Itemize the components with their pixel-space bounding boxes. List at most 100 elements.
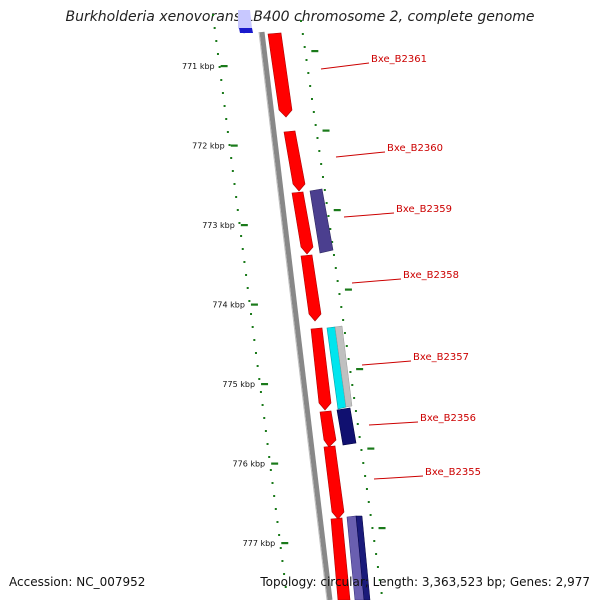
ring-dot (238, 222, 241, 224)
outer-tick-mark (356, 368, 364, 371)
gene-leader-line (335, 151, 386, 158)
outer-tick-mark (311, 50, 319, 53)
ring-dot (248, 300, 251, 302)
ring-dot (274, 508, 277, 510)
ring-dot (353, 397, 356, 399)
ring-dot (246, 287, 249, 289)
ring-dot (307, 72, 310, 74)
scale-tick-mark (261, 383, 269, 386)
gene-label[interactable]: Bxe_B2355 (425, 467, 481, 478)
ring-dot (321, 176, 324, 178)
ring-dot (345, 345, 348, 347)
gene-box-bxe-b2356[interactable] (336, 407, 357, 446)
ring-dot (329, 228, 332, 230)
ring-dot (318, 150, 321, 152)
gene-arrow-bxe-b2355[interactable] (323, 445, 345, 520)
ring-dot (378, 579, 381, 581)
scale-tick-mark (220, 65, 228, 68)
outer-tick-mark (322, 129, 330, 132)
scale-tick-mark (240, 224, 248, 227)
ring-dot (273, 495, 276, 497)
gene-arrow-bxe-b2356[interactable] (319, 410, 337, 448)
gene-label[interactable]: Bxe_B2356 (420, 413, 476, 424)
ring-dot (331, 241, 334, 243)
ring-dot (231, 170, 234, 172)
gene-box-grey[interactable] (334, 325, 353, 408)
outer-tick-mark (367, 447, 375, 450)
ring-dot (215, 40, 218, 42)
gene-label[interactable]: Bxe_B2359 (396, 204, 452, 215)
gene-label[interactable]: Bxe_B2360 (387, 143, 443, 154)
ring-dot (303, 46, 306, 48)
gene-leader-line (361, 360, 412, 366)
ring-dot (279, 547, 282, 549)
gene-arrow-bxe-b2361[interactable] (267, 32, 293, 118)
ring-dot (268, 456, 271, 458)
outer-tick-mark (378, 527, 386, 530)
gene-arrow-bxe-b2359-red[interactable] (291, 191, 314, 255)
ring-dot (312, 111, 315, 113)
ring-dot (364, 475, 367, 477)
gene-arrow-partial-dark[interactable] (239, 28, 253, 33)
gene-leader-line (351, 278, 402, 284)
genome-stats-text: Topology: circular; Length: 3,363,523 bp… (260, 575, 590, 589)
ring-dot (309, 85, 312, 87)
gene-box-bottom-navy[interactable] (355, 515, 371, 600)
gene-label[interactable]: Bxe_B2361 (371, 54, 427, 65)
ring-dot (253, 339, 256, 341)
ring-dot (243, 261, 246, 263)
ring-dot (369, 514, 372, 516)
ring-dot (220, 79, 223, 81)
ring-dot (251, 326, 254, 328)
ring-dot (354, 410, 357, 412)
ring-dot (349, 371, 352, 373)
scale-tick-label: 774 kbp (212, 301, 245, 310)
gene-leader-line (343, 212, 395, 218)
ring-dot (213, 27, 216, 29)
ring-dot (230, 157, 233, 159)
backbone-line (259, 31, 333, 600)
gene-features[interactable] (238, 10, 371, 600)
ring-dot (225, 118, 228, 120)
scale-tick-label: 777 kbp (243, 539, 276, 548)
scale-tick-label: 775 kbp (222, 380, 255, 389)
outer-tick-mark (333, 209, 341, 212)
ring-dot (241, 248, 244, 250)
scale-tick-mark (281, 542, 289, 545)
gene-box-bxe-b2359[interactable] (309, 188, 334, 254)
gene-arrow-bxe-b2360[interactable] (283, 130, 306, 192)
ring-dot (254, 352, 257, 354)
ring-dot (228, 144, 231, 146)
ring-dot (356, 423, 359, 425)
scale-ticks: 771 kbp 772 kbp 773 kbp 774 kbp 775 kbp 776 k… (182, 50, 386, 548)
scale-tick-label: 771 kbp (182, 62, 215, 71)
gene-label[interactable]: Bxe_B2358 (403, 270, 459, 281)
gene-labels: Bxe_B2361 Bxe_B2360 Bxe_B2359 Bxe_B2358 Bxe_… (320, 54, 481, 480)
ring-dot (343, 332, 346, 334)
dotted-ring-inner (212, 14, 287, 588)
ring-dot (380, 592, 383, 594)
ring-dot (250, 313, 253, 315)
ring-dot (264, 430, 267, 432)
ring-dot (283, 573, 286, 575)
ring-dot (245, 274, 248, 276)
ring-dot (226, 131, 229, 133)
gene-leader-line (368, 421, 419, 426)
ring-dot (258, 378, 261, 380)
gene-leader-line (373, 475, 424, 480)
ring-dot (233, 183, 236, 185)
gene-arrow-bxe-b2357[interactable] (310, 327, 332, 411)
gene-leader-line (320, 62, 370, 70)
ring-dot (336, 280, 339, 282)
ring-dot (323, 189, 326, 191)
ring-dot (235, 196, 238, 198)
gene-arrow-bxe-b2358[interactable] (300, 254, 322, 322)
ring-dot (375, 553, 378, 555)
scale-tick-mark (230, 144, 238, 147)
gene-label[interactable]: Bxe_B2357 (413, 352, 469, 363)
gene-box-bottom-purple[interactable] (346, 515, 366, 600)
gene-arrow-bottom[interactable] (330, 517, 351, 600)
ring-dot (367, 501, 370, 503)
ring-dot (223, 105, 226, 107)
